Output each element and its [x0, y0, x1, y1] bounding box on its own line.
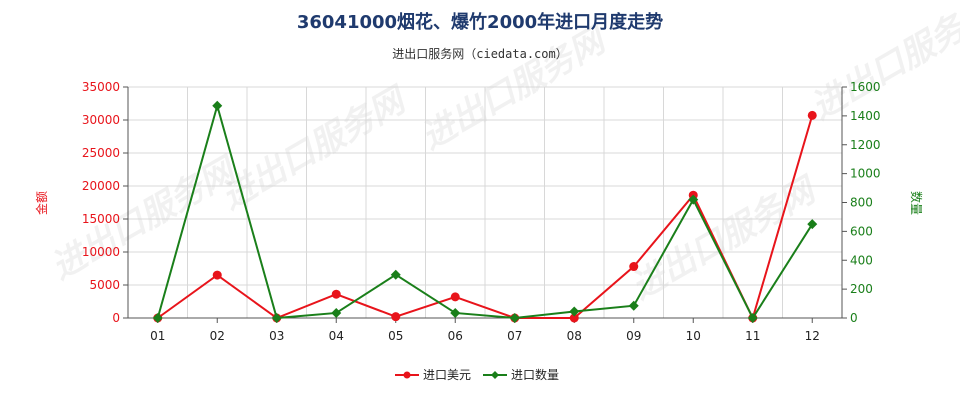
x-tick-label: 01: [150, 329, 165, 343]
x-tick-label: 08: [567, 329, 582, 343]
y-right-tick-label: 600: [850, 224, 873, 238]
x-tick-label: 05: [388, 329, 403, 343]
data-point[interactable]: [450, 307, 461, 318]
y-left-tick-label: 15000: [82, 212, 120, 226]
y-left-tick-label: 35000: [82, 80, 120, 94]
data-point[interactable]: [747, 313, 758, 323]
data-point[interactable]: [509, 313, 520, 323]
data-point[interactable]: [331, 289, 341, 299]
watermark-text: 进出口服务网: [625, 169, 826, 308]
x-tick-label: 02: [210, 329, 225, 343]
data-point[interactable]: [331, 307, 342, 318]
data-point[interactable]: [391, 312, 401, 322]
series-layer: [152, 100, 818, 323]
data-point[interactable]: [807, 110, 817, 120]
legend-marker: [403, 371, 411, 379]
y-left-tick-label: 20000: [82, 179, 120, 193]
x-tick-label: 11: [745, 329, 760, 343]
data-point[interactable]: [629, 262, 639, 272]
y-right-tick-label: 800: [850, 196, 873, 210]
y-left-tick-label: 5000: [89, 278, 120, 292]
chart-subtitle: 进出口服务网（ciedata.com）: [392, 46, 567, 61]
y-right-tick-label: 1400: [850, 109, 881, 123]
legend[interactable]: 进口美元 进口数量: [395, 367, 559, 382]
chart-title: 36041000烟花、爆竹2000年进口月度走势: [297, 11, 663, 33]
y-left-tick-label: 30000: [82, 113, 120, 127]
y-axis-right-title: 数量: [909, 191, 924, 215]
data-point[interactable]: [688, 194, 699, 205]
x-tick-label: 10: [686, 329, 701, 343]
legend-label: 进口数量: [511, 367, 559, 382]
y-right-tick-label: 1000: [850, 167, 881, 181]
legend-label: 进口美元: [423, 368, 471, 382]
series-line: [157, 115, 814, 321]
legend-item[interactable]: 进口数量: [483, 367, 559, 382]
y-axis-left-title: 金额: [34, 191, 49, 215]
y-right-tick-label: 0: [850, 311, 858, 325]
x-tick-label: 09: [626, 329, 641, 343]
watermark-text: 进出口服务网: [45, 149, 246, 288]
data-point[interactable]: [212, 270, 222, 280]
y-right-tick-label: 400: [850, 253, 873, 267]
watermark-text: 进出口服务网: [415, 19, 616, 158]
watermark-text: 进出口服务网: [215, 79, 416, 218]
data-point[interactable]: [569, 313, 579, 323]
tick-labels: 0500010000150002000025000300003500002004…: [82, 80, 881, 343]
data-point[interactable]: [569, 306, 580, 317]
x-tick-label: 06: [448, 329, 463, 343]
y-left-tick-label: 10000: [82, 245, 120, 259]
y-right-tick-label: 1600: [850, 80, 881, 94]
series-line: [156, 102, 814, 321]
y-left-tick-label: 0: [112, 311, 120, 325]
watermark-text: 进出口服务网: [805, 0, 960, 128]
y-right-tick-label: 200: [850, 282, 873, 296]
x-tick-label: 03: [269, 329, 284, 343]
x-tick-label: 12: [805, 329, 820, 343]
data-point[interactable]: [807, 219, 818, 230]
x-tick-label: 07: [507, 329, 522, 343]
y-right-tick-label: 1200: [850, 138, 881, 152]
data-point[interactable]: [628, 300, 639, 311]
legend-marker: [491, 371, 499, 379]
data-point[interactable]: [212, 100, 223, 111]
data-point[interactable]: [271, 313, 282, 323]
legend-item[interactable]: 进口美元: [395, 368, 471, 382]
data-point[interactable]: [152, 313, 163, 323]
y-left-tick-label: 25000: [82, 146, 120, 160]
data-point[interactable]: [390, 269, 401, 280]
data-point[interactable]: [450, 292, 460, 302]
grid-lines: [127, 86, 843, 319]
x-tick-label: 04: [329, 329, 344, 343]
